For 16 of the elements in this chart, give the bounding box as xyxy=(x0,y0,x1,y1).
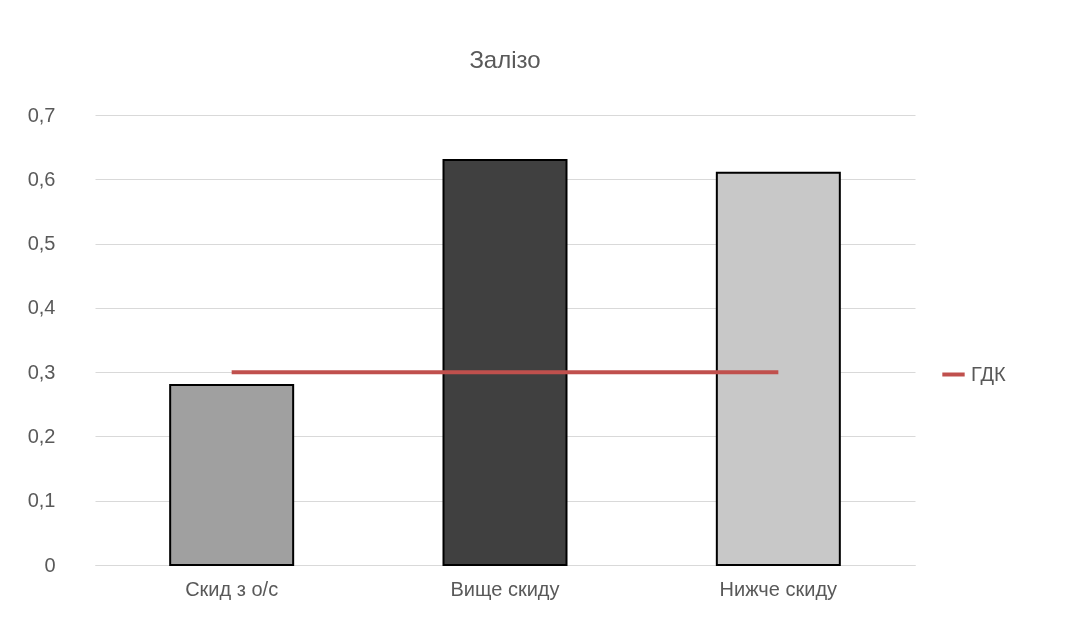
y-tick-label: 0,7 xyxy=(27,103,56,126)
y-tick-label: 0,1 xyxy=(27,489,56,512)
y-tick-label: 0 xyxy=(44,553,56,576)
y-tick-label: 0,4 xyxy=(27,296,56,319)
bar xyxy=(169,384,295,566)
bar xyxy=(442,159,568,566)
x-tick-label: Вище скиду xyxy=(450,577,560,600)
bar xyxy=(715,171,841,566)
legend-label: ГДК xyxy=(971,362,1007,385)
y-tick-label: 0,2 xyxy=(27,424,56,447)
y-tick-label: 0,5 xyxy=(27,232,56,255)
chart-title: Залізо xyxy=(469,46,541,73)
y-tick-label: 0,3 xyxy=(27,360,56,383)
y-tick-label: 0,6 xyxy=(27,167,56,190)
x-tick-label: Нижче скиду xyxy=(719,577,838,600)
x-tick-label: Скид з о/с xyxy=(185,577,279,600)
